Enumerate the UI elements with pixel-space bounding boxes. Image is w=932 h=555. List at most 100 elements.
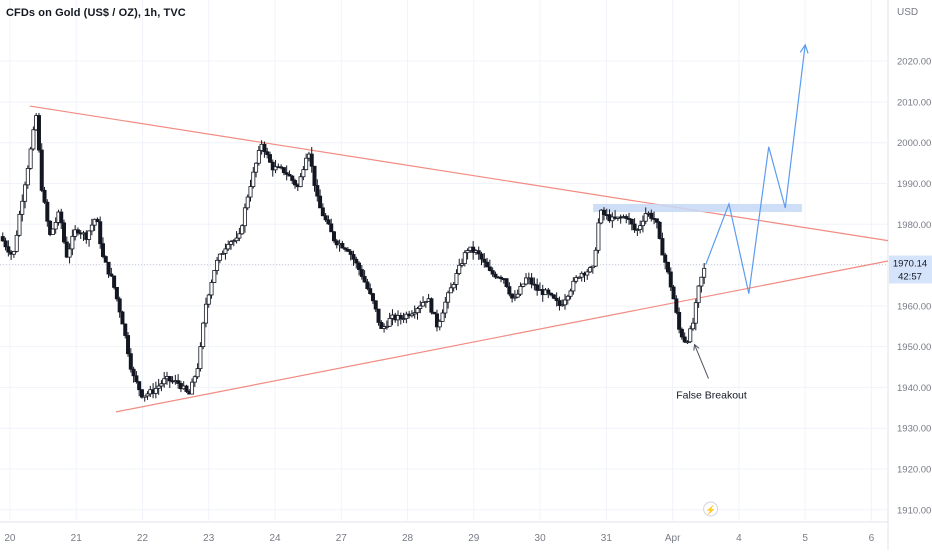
candle-body <box>131 368 136 377</box>
candle-body <box>281 167 286 174</box>
candle-body <box>190 381 195 395</box>
candle-body <box>106 261 111 275</box>
candle-body <box>412 312 417 315</box>
x-tick-label: 24 <box>269 533 281 544</box>
candle-body <box>134 375 139 383</box>
candle-body <box>682 336 687 343</box>
candle-body <box>635 229 640 231</box>
candle-body <box>212 270 217 283</box>
candle-body <box>254 162 259 173</box>
candle-body <box>59 211 64 224</box>
candle-body <box>654 218 659 223</box>
candle-body <box>487 266 492 271</box>
candle-body <box>139 389 144 398</box>
candle-body <box>215 259 220 271</box>
candle-body <box>576 276 581 279</box>
candle-body <box>649 212 654 219</box>
x-tick-label: 4 <box>736 533 742 544</box>
candle-body <box>688 328 693 343</box>
x-tick-label: 6 <box>869 533 875 544</box>
candle-body <box>28 148 33 169</box>
candle-body <box>563 299 568 306</box>
candle-body <box>590 265 595 269</box>
candle-body <box>443 301 448 314</box>
candle-body <box>203 303 208 324</box>
event-icon[interactable] <box>703 501 719 517</box>
candle-body <box>482 258 487 263</box>
candle-body <box>245 196 250 209</box>
x-tick-label: 30 <box>535 533 547 544</box>
candle-body <box>415 308 420 314</box>
candle-body <box>354 258 359 264</box>
candle-body <box>398 315 403 320</box>
candle-body <box>446 292 451 303</box>
y-tick-label: 2000.00 <box>897 138 931 149</box>
price-badge-countdown: 42:57 <box>898 272 922 283</box>
candle-body <box>401 318 406 321</box>
x-tick-label: 27 <box>336 533 348 544</box>
candle-body <box>256 150 261 164</box>
candle-body <box>117 298 122 313</box>
candle-body <box>220 253 225 255</box>
candle-body <box>267 154 272 163</box>
candle-body <box>551 294 556 299</box>
x-tick-label: 28 <box>402 533 414 544</box>
candle-body <box>100 243 105 257</box>
candle-body <box>498 276 503 280</box>
candle-body <box>596 222 601 251</box>
annotation-text: False Breakout <box>676 390 747 402</box>
candle-body <box>624 216 629 219</box>
candle-body <box>668 271 673 288</box>
candle-body <box>265 151 270 155</box>
candle-body <box>423 301 428 303</box>
candle-body <box>50 228 55 235</box>
y-tick-label: 1950.00 <box>897 342 931 353</box>
candle-body <box>384 325 389 328</box>
resistance-trendline <box>29 105 889 242</box>
candle-body <box>123 323 128 336</box>
candle-body <box>593 249 598 267</box>
candle-body <box>665 261 670 273</box>
candle-body <box>20 200 25 215</box>
lightning-icon: ⚡ <box>705 504 716 516</box>
candle-body <box>512 296 517 299</box>
candle-body <box>437 320 442 328</box>
candle-body <box>323 215 328 221</box>
candle-body <box>109 273 114 277</box>
candle-body <box>273 166 278 171</box>
candle-body <box>209 282 214 296</box>
candle-body <box>691 322 696 330</box>
candle-body <box>248 186 253 198</box>
candle-body <box>432 311 437 315</box>
candle-body <box>418 305 423 309</box>
candle-body <box>112 275 117 288</box>
y-tick-label: 1910.00 <box>897 505 931 516</box>
candle-body <box>192 376 197 383</box>
x-tick-label: 5 <box>802 533 808 544</box>
candle-body <box>120 311 125 325</box>
candle-body <box>440 312 445 322</box>
candle-body <box>304 157 309 171</box>
candle-body <box>404 313 409 320</box>
candle-body <box>240 225 245 235</box>
candle-body <box>340 243 345 249</box>
candle-body <box>45 201 50 222</box>
candle-body <box>549 292 554 296</box>
y-tick-label: 1990.00 <box>897 179 931 190</box>
x-tick-label: 20 <box>4 533 16 544</box>
candle-body <box>329 223 334 233</box>
candle-body <box>507 286 512 295</box>
price-badge <box>889 255 932 284</box>
candle-body <box>31 129 36 150</box>
y-tick-label: 1920.00 <box>897 464 931 475</box>
candle-body <box>315 185 320 197</box>
candle-body <box>702 267 707 278</box>
x-tick-label: 29 <box>468 533 480 544</box>
candle-body <box>223 248 228 254</box>
candle-body <box>671 286 676 300</box>
candle-body <box>560 304 565 307</box>
candle-body <box>571 280 576 292</box>
candle-body <box>293 180 298 186</box>
